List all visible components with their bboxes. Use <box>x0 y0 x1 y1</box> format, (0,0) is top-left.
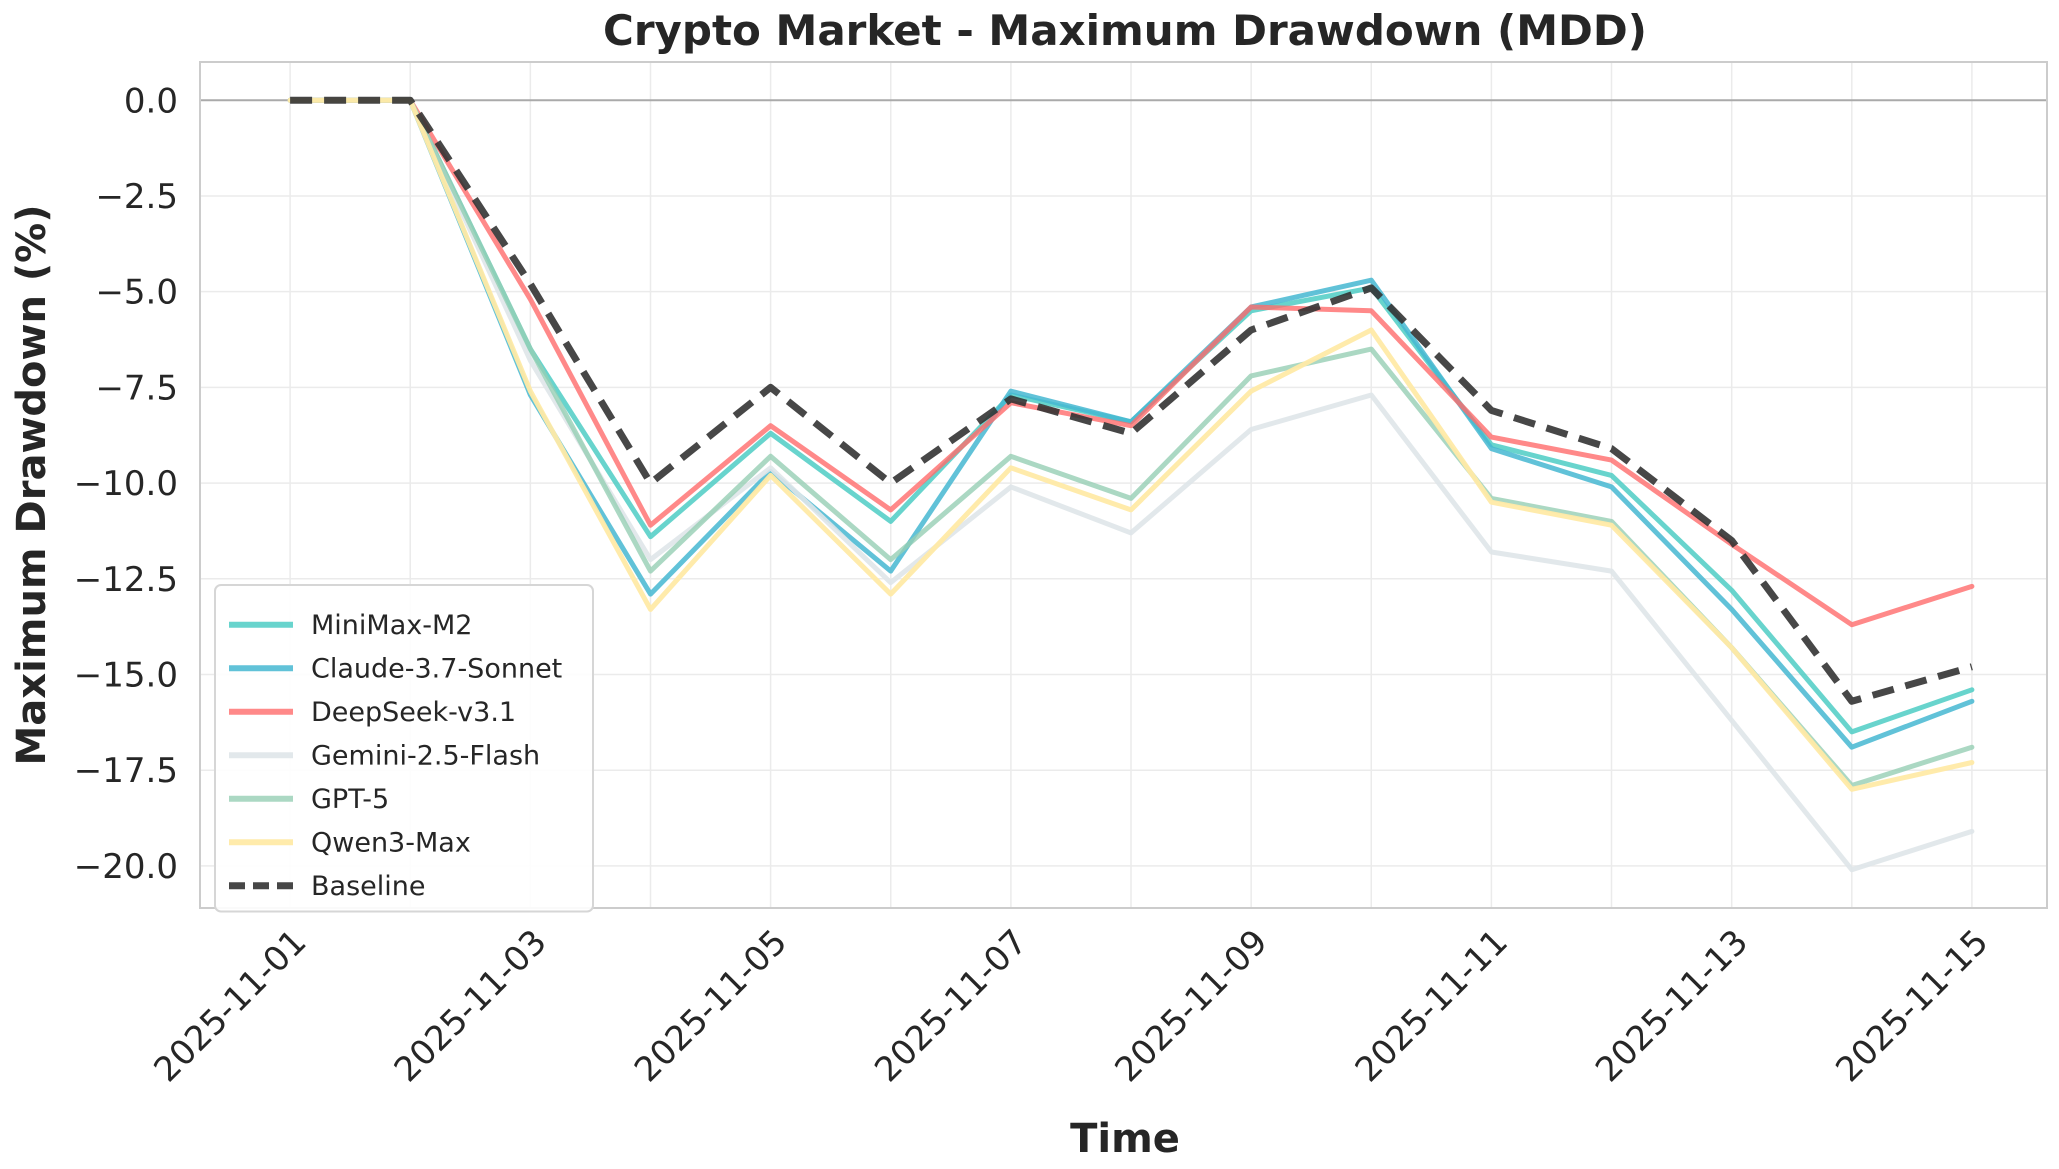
y-tick-label: −10.0 <box>74 464 178 504</box>
legend-box <box>214 584 594 913</box>
x-axis-label: Time <box>1070 1116 1180 1162</box>
y-tick-label: −17.5 <box>74 751 178 791</box>
y-tick-label: −12.5 <box>74 560 178 600</box>
legend-label: Qwen3-Max <box>311 827 471 858</box>
legend-label: MiniMax-M2 <box>311 610 472 641</box>
y-axis-ticks: 0.0 −2.5 −5.0 −7.5 −10.0 −12.5 −15.0 −17.5 −20.0 <box>74 81 178 887</box>
series-line-baseline <box>290 96 1973 705</box>
legend-label: Claude-3.7-Sonnet <box>311 653 562 684</box>
plot-frame <box>199 61 2048 909</box>
y-tick-label: −7.5 <box>95 368 178 408</box>
legend-label: Gemini-2.5-Flash <box>311 740 540 771</box>
legend-label: Baseline <box>311 871 425 902</box>
y-tick-label: −15.0 <box>74 655 178 695</box>
y-tick-label: −20.0 <box>74 847 178 887</box>
chart-title: Crypto Market - Maximum Drawdown (MDD) <box>603 6 1647 55</box>
legend: MiniMax-M2 Claude-3.7-Sonnet DeepSeek-v3.1… <box>214 584 594 913</box>
legend-label: DeepSeek-v3.1 <box>311 697 516 728</box>
y-tick-label: 0.0 <box>124 81 178 121</box>
series-line-deepseek-v3-1 <box>287 97 1975 628</box>
legend-label: GPT-5 <box>311 784 389 815</box>
y-tick-label: −2.5 <box>95 177 178 217</box>
series-lines <box>287 96 1975 873</box>
y-tick-label: −5.0 <box>95 273 178 313</box>
series-line-qwen3-max <box>287 97 1975 792</box>
y-axis-label: Maximum Drawdown (%) <box>9 204 55 765</box>
